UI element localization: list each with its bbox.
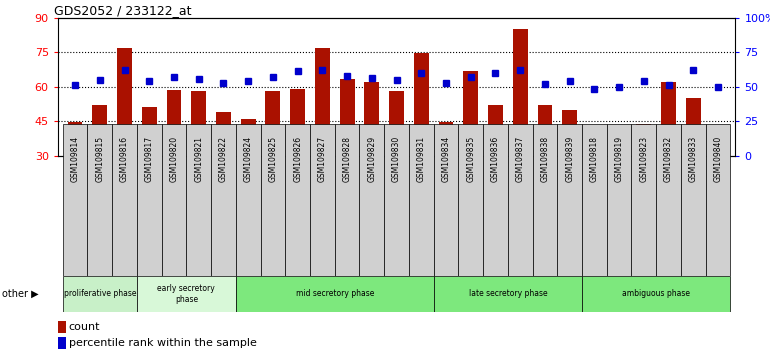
Text: other ▶: other ▶ [2, 289, 39, 299]
Bar [389, 91, 404, 156]
Text: GSM109825: GSM109825 [269, 136, 277, 182]
Bar [413, 53, 429, 156]
Bar [315, 47, 330, 156]
Bar [384, 124, 409, 276]
Bar [409, 124, 434, 276]
Bar [166, 90, 182, 156]
Bar [211, 124, 236, 276]
Bar [260, 124, 285, 276]
Bar [434, 276, 582, 312]
Bar [656, 124, 681, 276]
Text: GSM109828: GSM109828 [343, 136, 352, 182]
Bar [58, 337, 66, 349]
Bar [637, 124, 651, 156]
Text: GSM109818: GSM109818 [590, 136, 599, 182]
Bar [582, 276, 731, 312]
Text: early secretory
phase: early secretory phase [158, 284, 216, 303]
Bar [236, 276, 434, 312]
Bar [310, 124, 335, 276]
Bar [236, 124, 260, 276]
Text: percentile rank within the sample: percentile rank within the sample [69, 338, 256, 348]
Bar [439, 122, 454, 156]
Bar [434, 124, 458, 276]
Bar [186, 124, 211, 276]
Bar [587, 144, 602, 156]
Text: ambiguous phase: ambiguous phase [622, 289, 690, 298]
Text: GSM109835: GSM109835 [467, 136, 475, 182]
Text: GSM109816: GSM109816 [120, 136, 129, 182]
Bar [537, 105, 552, 156]
Text: count: count [69, 322, 100, 332]
Text: GSM109834: GSM109834 [441, 136, 450, 182]
Bar [508, 124, 533, 276]
Text: GSM109837: GSM109837 [516, 136, 524, 182]
Text: GSM109817: GSM109817 [145, 136, 154, 182]
Bar [92, 105, 107, 156]
Text: GSM109821: GSM109821 [194, 136, 203, 182]
Bar [681, 124, 705, 276]
Bar [705, 124, 731, 276]
Bar [62, 276, 137, 312]
Bar [711, 142, 725, 156]
Bar [266, 91, 280, 156]
Text: GSM109840: GSM109840 [714, 136, 722, 182]
Text: GDS2052 / 233122_at: GDS2052 / 233122_at [55, 4, 192, 17]
Bar [191, 91, 206, 156]
Text: GSM109836: GSM109836 [491, 136, 500, 182]
Bar [464, 71, 478, 156]
Text: GSM109823: GSM109823 [639, 136, 648, 182]
Bar [483, 124, 508, 276]
Text: GSM109814: GSM109814 [71, 136, 79, 182]
Bar [562, 110, 577, 156]
Text: late secretory phase: late secretory phase [468, 289, 547, 298]
Bar [513, 29, 527, 156]
Text: GSM109822: GSM109822 [219, 136, 228, 182]
Bar [88, 124, 112, 276]
Bar [661, 82, 676, 156]
Text: GSM109820: GSM109820 [169, 136, 179, 182]
Bar [488, 105, 503, 156]
Bar [582, 124, 607, 276]
Text: proliferative phase: proliferative phase [64, 289, 136, 298]
Bar [611, 126, 627, 156]
Bar [137, 124, 162, 276]
Bar [68, 122, 82, 156]
Text: GSM109819: GSM109819 [614, 136, 624, 182]
Bar [62, 124, 88, 276]
Bar [290, 89, 305, 156]
Bar [58, 321, 66, 333]
Bar [112, 124, 137, 276]
Text: GSM109839: GSM109839 [565, 136, 574, 182]
Bar [162, 124, 186, 276]
Text: GSM109829: GSM109829 [367, 136, 377, 182]
Text: mid secretory phase: mid secretory phase [296, 289, 374, 298]
Bar [557, 124, 582, 276]
Bar [117, 47, 132, 156]
Text: GSM109832: GSM109832 [664, 136, 673, 182]
Text: GSM109831: GSM109831 [417, 136, 426, 182]
Text: GSM109833: GSM109833 [689, 136, 698, 182]
Bar [686, 98, 701, 156]
Bar [631, 124, 656, 276]
Bar [142, 108, 156, 156]
Text: GSM109827: GSM109827 [318, 136, 326, 182]
Text: GSM109824: GSM109824 [243, 136, 253, 182]
Bar [360, 124, 384, 276]
Text: GSM109815: GSM109815 [95, 136, 104, 182]
Bar [607, 124, 631, 276]
Text: GSM109830: GSM109830 [392, 136, 401, 182]
Bar [285, 124, 310, 276]
Text: GSM109826: GSM109826 [293, 136, 302, 182]
Bar [137, 276, 236, 312]
Bar [241, 119, 256, 156]
Bar [340, 79, 354, 156]
Bar [335, 124, 360, 276]
Bar [458, 124, 483, 276]
Bar [216, 112, 231, 156]
Bar [364, 82, 380, 156]
Bar [533, 124, 557, 276]
Text: GSM109838: GSM109838 [541, 136, 550, 182]
